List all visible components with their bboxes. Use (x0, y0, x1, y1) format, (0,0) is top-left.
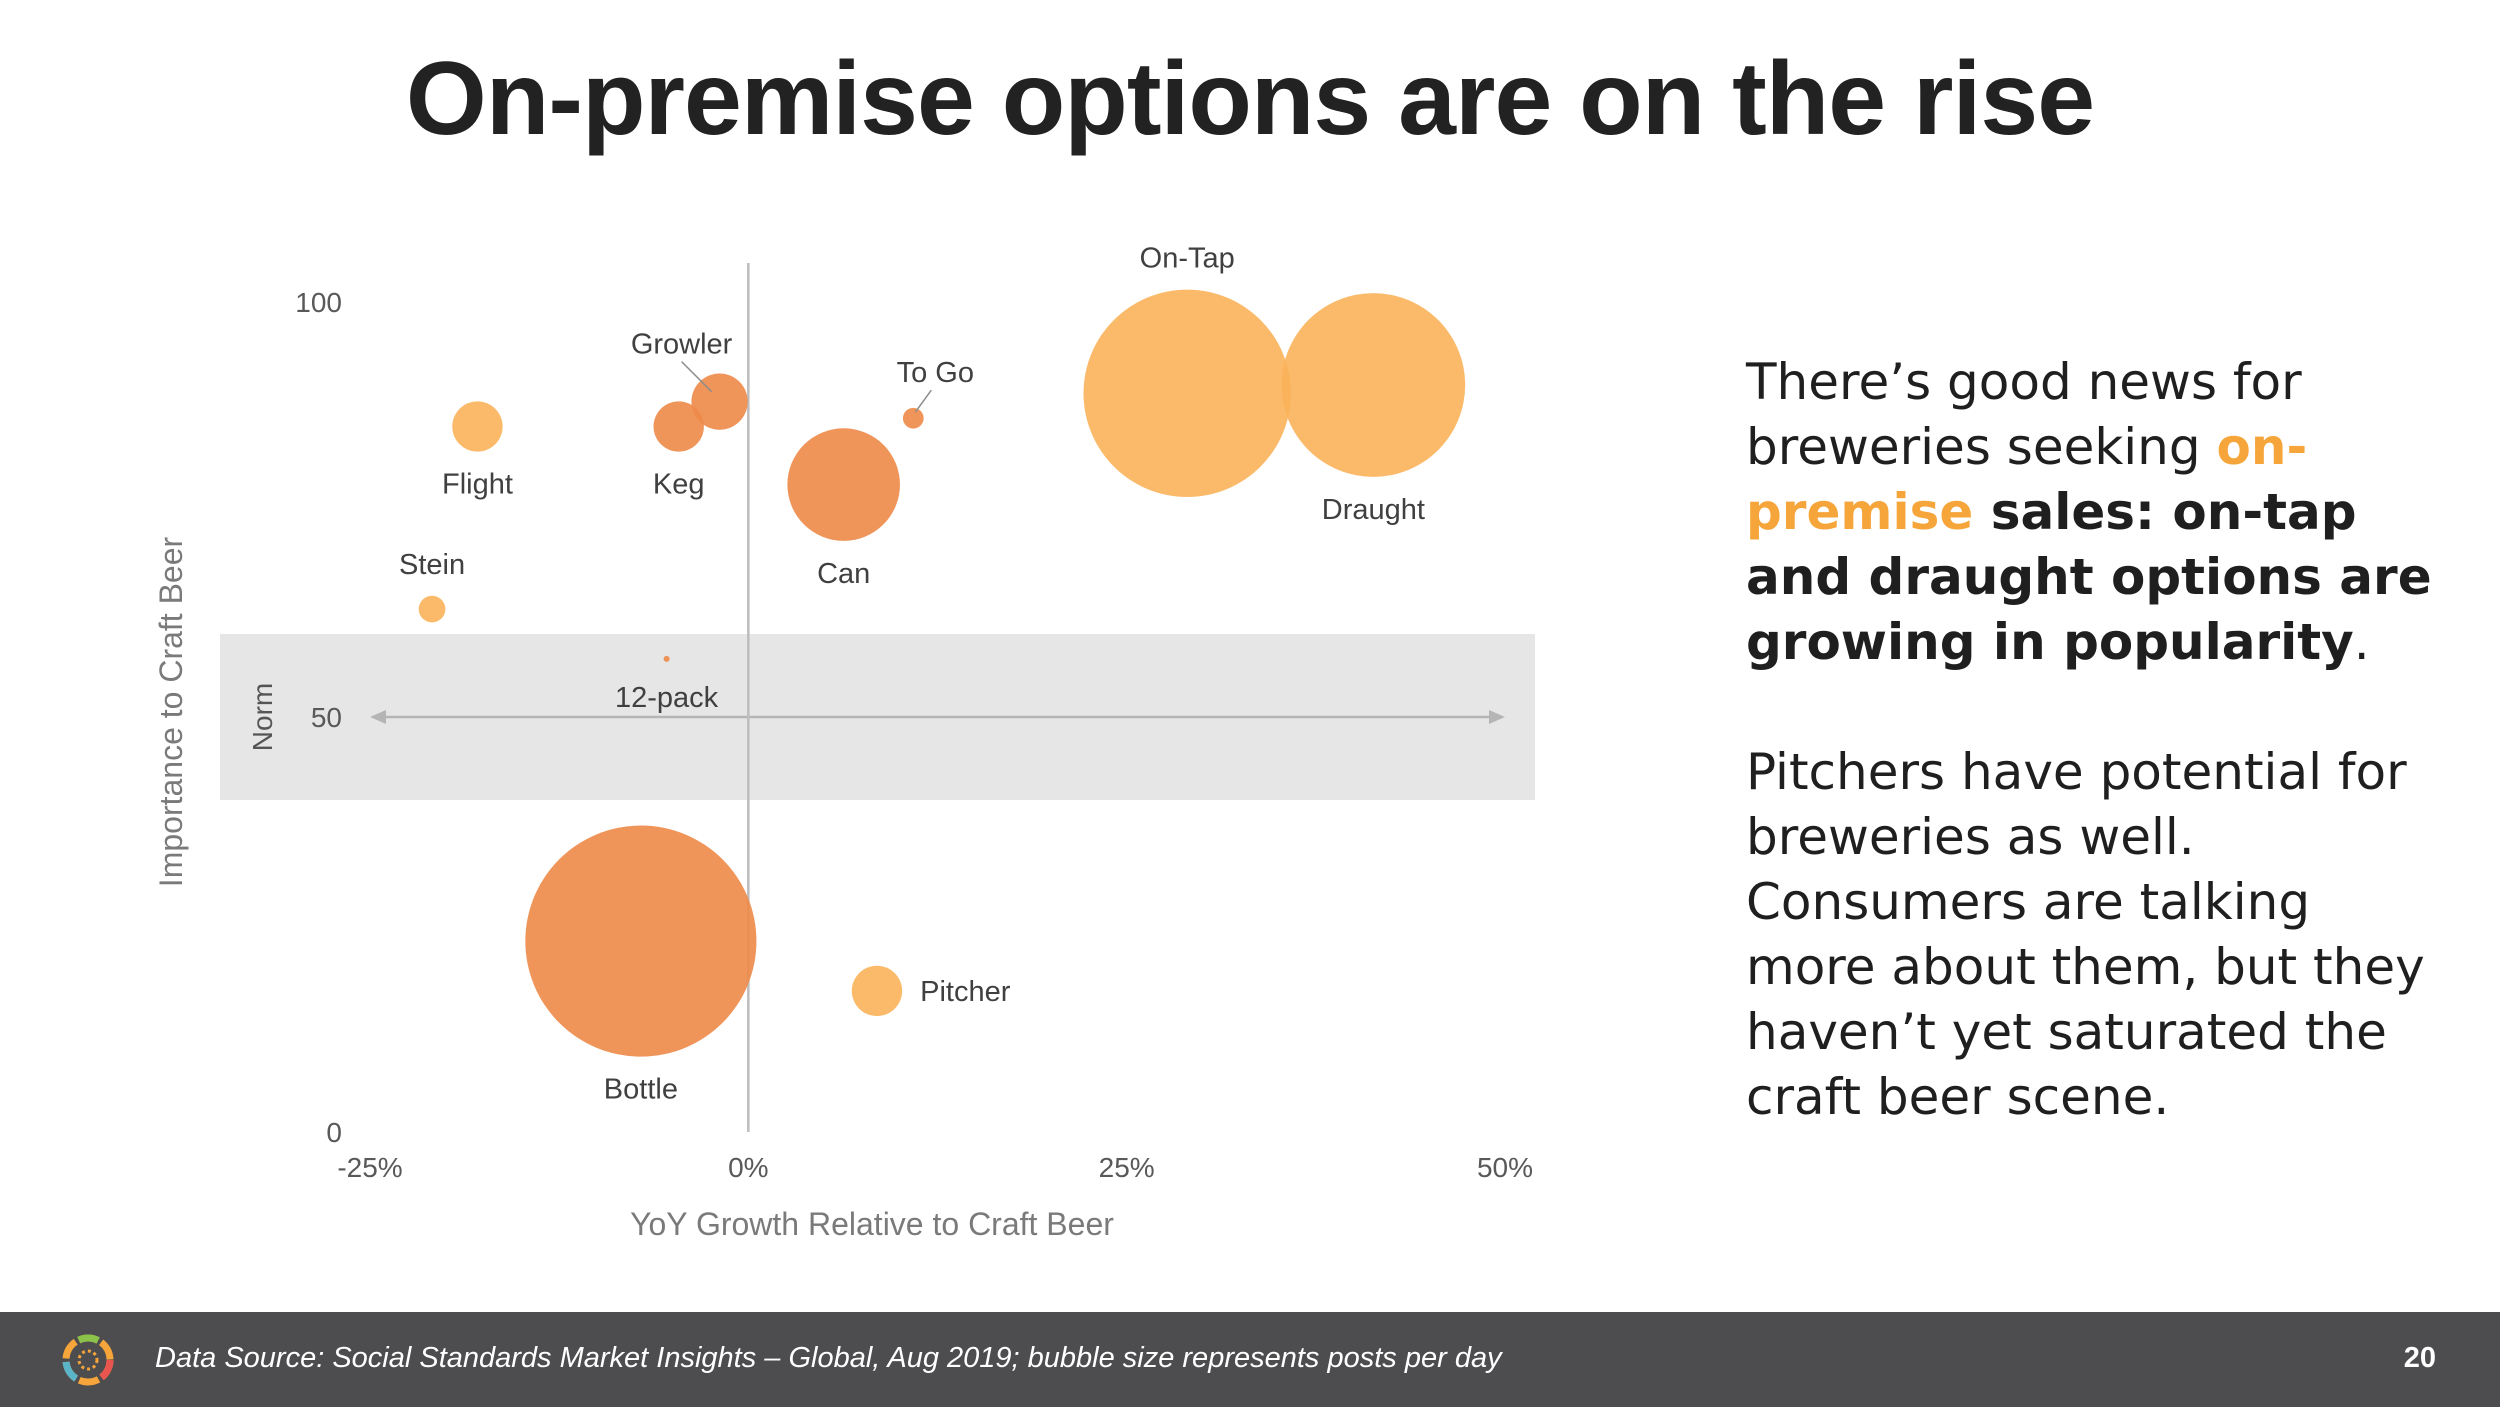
x-tick-label: 50% (1477, 1152, 1533, 1183)
bubble-label: Growler (631, 329, 733, 361)
page-number: 20 (2403, 1342, 2436, 1374)
bubble-label: Pitcher (920, 976, 1011, 1008)
norm-arrow-left-head (370, 710, 386, 724)
bubble-label: Stein (399, 549, 465, 581)
bubble-label: On-Tap (1140, 243, 1235, 275)
y-tick-label: 50 (311, 702, 342, 733)
x-axis-title: YoY Growth Relative to Craft Beer (630, 1206, 1114, 1242)
bubble-label: Draught (1322, 494, 1425, 526)
bubble-flight (452, 401, 503, 452)
bubble-keg (653, 401, 704, 452)
label-leader-line (914, 389, 932, 413)
y-tick-label: 100 (295, 287, 342, 318)
commentary: There’s good news for breweries seeking … (1746, 350, 2446, 1195)
y-tick-label: 0 (326, 1117, 342, 1148)
bubble-label: Keg (653, 469, 705, 501)
label-leader-line (681, 361, 713, 393)
bubble-label: Flight (442, 469, 513, 501)
bubble-chart: Norm 0 50 100 -25% 0% 25% 50% YoY Growth Relativ… (153, 243, 1535, 1242)
bubble-pitcher (851, 965, 903, 1017)
bubble-label: Bottle (604, 1074, 678, 1106)
page-title: On-premise options are on the rise (405, 41, 2095, 157)
commentary-highlight: on-premise (1746, 418, 2308, 541)
bubble-to-go (902, 407, 924, 429)
bubble-stein (418, 595, 446, 623)
bubble-draught (1281, 293, 1466, 477)
bubble-growler (691, 373, 748, 430)
x-tick-label: 25% (1099, 1152, 1155, 1183)
data-source-note: Data Source: Social Standards Market Ins… (155, 1342, 1502, 1374)
commentary-period: . (2353, 613, 2370, 671)
bubble-label: To Go (897, 357, 974, 389)
bubble-can (787, 428, 900, 541)
brand-logo-icon (62, 1334, 114, 1386)
commentary-bold: sales: on-tap and draught options are gr… (1746, 483, 2432, 671)
commentary-paragraph-1: There’s good news for breweries seeking … (1746, 350, 2446, 675)
y-axis-title: Importance to Craft Beer (153, 536, 189, 887)
commentary-paragraph-2: Pitchers have potential for breweries as… (1746, 743, 2425, 1126)
norm-arrow-right-head (1489, 710, 1505, 724)
bubble-on-tap (1083, 289, 1291, 498)
bubble-bottle (525, 825, 757, 1057)
x-tick-label: 0% (728, 1152, 768, 1183)
bubble-label: Can (817, 558, 870, 590)
footer-bar: Data Source: Social Standards Market Ins… (0, 1312, 2500, 1407)
commentary-text: There’s good news for breweries seeking (1746, 353, 2302, 476)
norm-label: Norm (247, 683, 278, 751)
bubble-label: 12-pack (615, 682, 719, 714)
x-tick-label: -25% (337, 1152, 402, 1183)
bubble-12-pack (663, 655, 670, 662)
